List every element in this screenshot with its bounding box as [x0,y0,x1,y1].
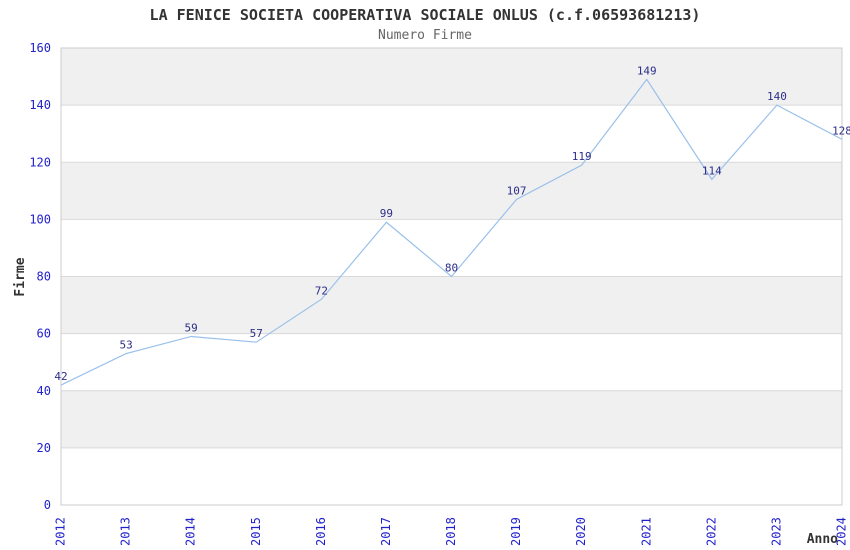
data-label: 99 [380,207,393,220]
x-tick-label: 2019 [509,517,523,546]
x-tick-label: 2020 [574,517,588,546]
y-tick-label: 100 [29,212,51,226]
y-tick-label: 40 [37,384,51,398]
data-label: 59 [185,321,198,334]
x-tick-label: 2018 [444,517,458,546]
chart-header: LA FENICE SOCIETA COOPERATIVA SOCIALE ON… [0,0,850,43]
x-tick-label: 2021 [639,517,653,546]
data-label: 80 [445,262,458,275]
x-tick-label: 2012 [54,517,68,546]
y-tick-label: 0 [44,498,51,512]
chart-title: LA FENICE SOCIETA COOPERATIVA SOCIALE ON… [149,6,701,24]
data-labels: 42 53 59 57 72 99 80 107 119 149 114 140 128 [54,64,850,383]
data-label: 72 [315,284,328,297]
data-label: 53 [119,339,132,352]
band [61,162,842,220]
x-tick-label: 2022 [704,517,718,546]
x-tick-label: 2015 [249,517,263,546]
data-label: 140 [767,90,787,103]
chart-subtitle: Numero Firme [378,28,472,43]
y-axis-tick-labels: 0 20 40 60 80 100 120 140 160 [29,41,51,512]
data-line [60,78,843,386]
data-label: 57 [250,327,263,340]
band [61,390,842,448]
data-label: 119 [572,150,592,163]
x-tick-label: 2023 [769,517,783,546]
x-tick-label: 2016 [314,517,328,546]
x-tick-label: 2013 [119,517,133,546]
data-label: 114 [702,164,722,177]
band [61,48,842,106]
data-label: 42 [54,370,67,383]
band [61,276,842,334]
y-tick-label: 60 [37,327,51,341]
y-tick-label: 20 [37,441,51,455]
plot-bands [61,48,842,448]
plot-border [60,47,843,506]
x-axis-tick-labels: 2012 2013 2014 2015 2016 2017 2018 2019 2020 2021… [54,517,849,546]
x-tick-label: 2014 [184,517,198,546]
y-tick-label: 120 [29,155,51,169]
data-label: 107 [507,184,527,197]
y-axis-title: Firme [13,257,28,296]
y-tick-label: 160 [29,41,51,55]
x-tick-label: 2017 [379,517,393,546]
data-label: 149 [637,64,657,77]
data-label: 128 [832,124,850,137]
y-tick-label: 140 [29,98,51,112]
x-tick-label: 2024 [835,517,849,546]
x-axis-title: Anno [807,532,838,547]
y-tick-label: 80 [37,270,51,284]
